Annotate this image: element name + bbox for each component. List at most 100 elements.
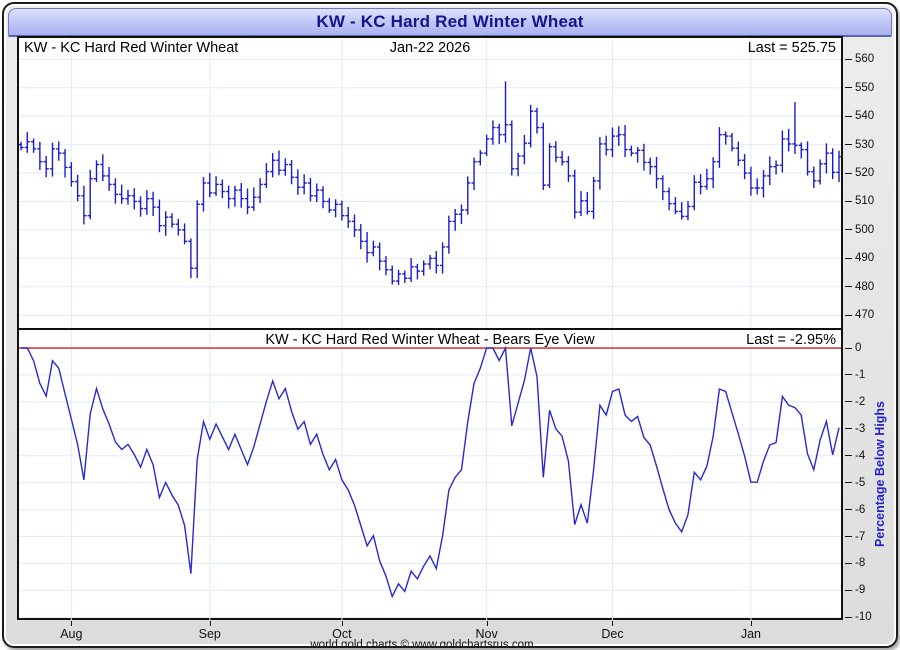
drawdown-axis-tick-label: -8 xyxy=(855,557,866,570)
ohlc-bar xyxy=(773,160,779,175)
ohlc-bar xyxy=(578,191,584,217)
ohlc-bar xyxy=(534,107,540,134)
ohlc-bar xyxy=(433,251,439,274)
ohlc-bar xyxy=(427,254,433,270)
ohlc-bar xyxy=(232,185,238,207)
ohlc-bar xyxy=(458,204,465,225)
price-axis-tick-label: 520 xyxy=(855,167,875,180)
ohlc-bar xyxy=(490,120,496,145)
ohlc-bar xyxy=(528,104,534,148)
ohlc-bar xyxy=(119,184,125,204)
ohlc-bar xyxy=(760,170,767,198)
ohlc-bar xyxy=(62,149,68,178)
ohlc-bar xyxy=(131,188,137,210)
ohlc-bar xyxy=(653,156,660,189)
ohlc-bar xyxy=(408,258,414,283)
price-axis-tick xyxy=(845,286,852,288)
price-axis-tick-label: 470 xyxy=(855,309,875,322)
time-axis-month-label: Oct xyxy=(332,627,352,641)
ohlc-bar xyxy=(244,188,251,215)
ohlc-bar xyxy=(660,175,666,201)
ohlc-bar xyxy=(754,178,760,195)
ohlc-bar xyxy=(622,124,628,157)
ohlc-bar xyxy=(314,183,320,203)
time-axis-tick xyxy=(341,621,343,626)
ohlc-bar xyxy=(270,153,276,178)
ohlc-bar xyxy=(817,159,823,185)
ohlc-bar xyxy=(471,157,477,191)
price-axis-tick-label: 540 xyxy=(855,110,875,123)
ohlc-bar xyxy=(175,218,181,236)
time-axis-tick xyxy=(71,621,73,626)
ohlc-bar xyxy=(389,265,395,285)
drawdown-line xyxy=(21,345,840,599)
ohlc-bar xyxy=(830,148,836,180)
drawdown-axis-tick xyxy=(845,589,852,591)
ohlc-bar xyxy=(798,142,804,159)
ohlc-bar xyxy=(502,81,509,143)
ohlc-bar xyxy=(370,240,376,257)
ohlc-bar xyxy=(257,178,263,204)
ohlc-bar xyxy=(603,135,609,156)
ohlc-bar xyxy=(75,174,81,202)
price-chart xyxy=(19,38,841,328)
ohlc-bar xyxy=(723,131,729,145)
ohlc-bar xyxy=(710,157,716,189)
drawdown-axis-tick-label: -5 xyxy=(855,476,866,489)
ohlc-bar xyxy=(691,175,697,211)
time-axis-tick xyxy=(486,621,488,626)
ohlc-bar xyxy=(597,137,603,190)
ohlc-bar xyxy=(163,211,169,236)
ohlc-bar xyxy=(540,122,546,190)
price-axis-tick-label: 550 xyxy=(855,81,875,94)
window-titlebar: KW - KC Hard Red Winter Wheat xyxy=(8,8,892,37)
time-axis-tick xyxy=(612,621,614,626)
drawdown-axis-tick xyxy=(845,482,852,484)
ohlc-bar xyxy=(414,263,421,280)
ohlc-bar xyxy=(251,187,257,211)
ohlc-bar xyxy=(635,147,641,163)
ohlc-bar xyxy=(767,156,773,186)
ohlc-bar xyxy=(439,242,446,274)
ohlc-bar xyxy=(792,101,798,155)
drawdown-axis-tick-label: -2 xyxy=(855,395,866,408)
drawdown-panel-title: KW - KC Hard Red Winter Wheat - Bears Ey… xyxy=(265,332,595,348)
ohlc-bar xyxy=(112,178,118,204)
ohlc-bar xyxy=(207,172,213,198)
ohlc-bar xyxy=(87,169,93,220)
ohlc-bar xyxy=(402,270,408,283)
ohlc-bar xyxy=(182,223,188,245)
ohlc-bar xyxy=(697,174,704,195)
price-axis-tick-label: 530 xyxy=(855,138,875,151)
drawdown-axis-tick-label: 0 xyxy=(855,342,862,355)
drawdown-axis-tick-label: -9 xyxy=(855,584,866,597)
ohlc-bar xyxy=(421,260,427,276)
ohlc-bar xyxy=(81,185,87,225)
drawdown-panel-last: Last = -2.95% xyxy=(746,332,836,348)
ohlc-bar xyxy=(628,145,634,157)
drawdown-panel: KW - KC Hard Red Winter Wheat - Bears Ey… xyxy=(19,330,841,620)
ohlc-bar xyxy=(565,156,572,182)
ohlc-bar xyxy=(276,150,282,176)
price-axis-tick-label: 510 xyxy=(855,195,875,208)
ohlc-bar xyxy=(68,162,74,187)
time-axis-month-label: Sep xyxy=(198,627,221,641)
ohlc-bar xyxy=(672,197,678,215)
ohlc-bar xyxy=(553,141,559,163)
footer-credit: world gold charts © www.goldchartsrus.co… xyxy=(310,639,534,648)
ohlc-bar xyxy=(515,152,521,177)
price-axis-tick xyxy=(845,229,852,231)
time-axis-tick xyxy=(209,621,211,626)
price-axis-tick xyxy=(845,87,852,89)
ohlc-bar xyxy=(194,200,200,278)
ohlc-bar xyxy=(395,269,402,285)
ohlc-bar xyxy=(609,127,616,158)
ohlc-bar xyxy=(836,150,841,182)
drawdown-axis-tick xyxy=(845,455,852,457)
ohlc-bar xyxy=(364,231,370,263)
ohlc-bar xyxy=(748,166,754,196)
ohlc-bar xyxy=(465,176,471,215)
ohlc-bar xyxy=(326,197,332,213)
drawdown-axis-tick xyxy=(845,562,852,564)
drawdown-axis-tick xyxy=(845,428,852,430)
